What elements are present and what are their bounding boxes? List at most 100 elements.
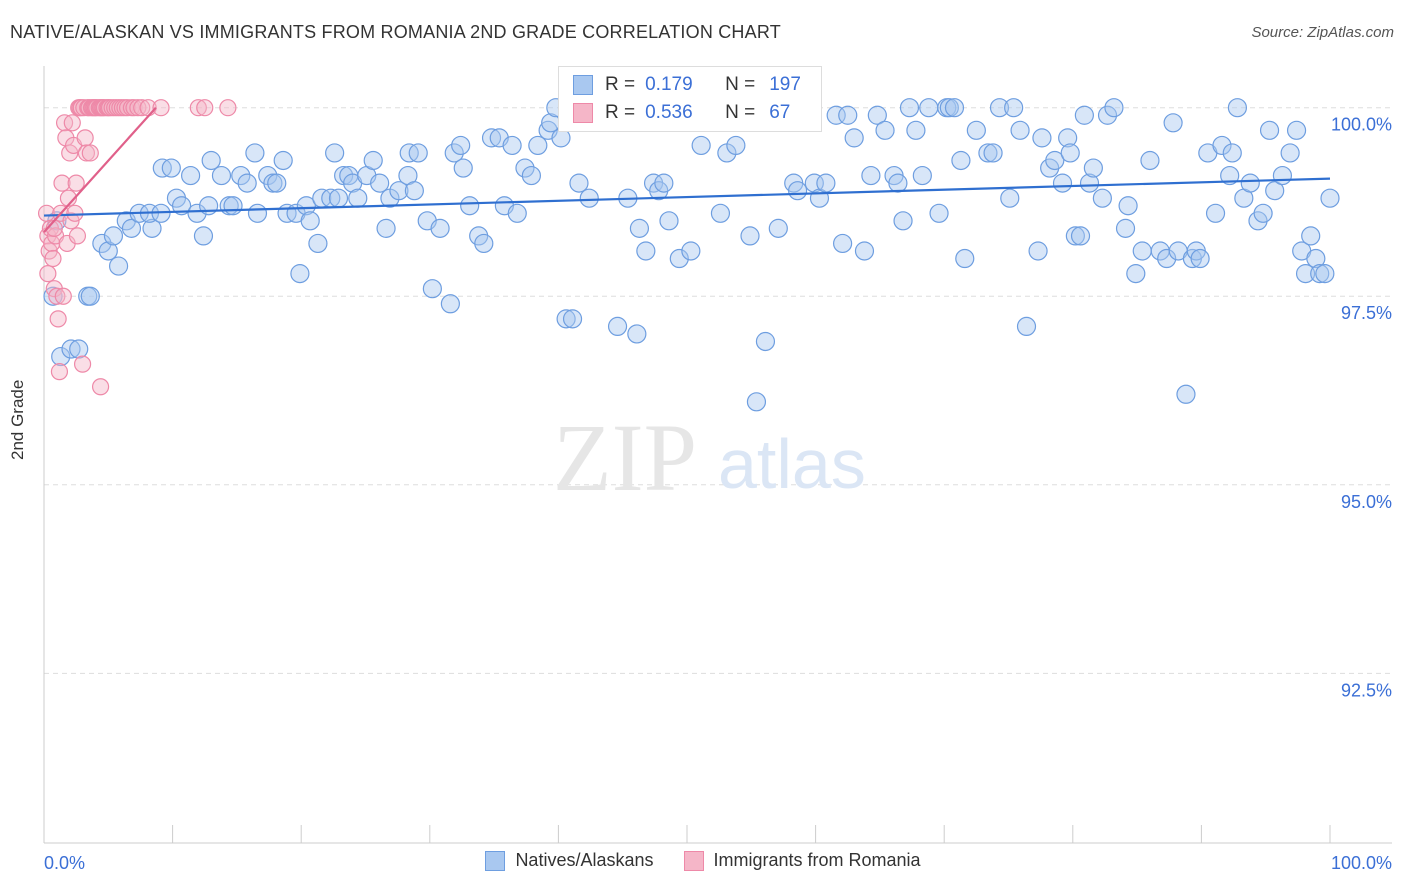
stats-n-value: 67: [769, 102, 791, 123]
data-point-natives: [804, 173, 824, 193]
data-point-natives: [408, 143, 428, 163]
data-point-natives: [726, 135, 746, 156]
data-point-natives: [193, 226, 214, 246]
stats-r-label: R =: [605, 102, 636, 123]
data-point-natives: [989, 98, 1010, 118]
data-point-natives: [515, 158, 535, 178]
data-point-natives: [1265, 181, 1285, 201]
data-point-romania: [44, 249, 62, 268]
data-point-romania: [73, 355, 92, 373]
stats-box: R = 0.179 N = 197 R = 0.536 N = 67: [558, 66, 822, 132]
data-point-natives: [1132, 241, 1152, 261]
data-point-natives: [1060, 143, 1080, 163]
data-point-natives: [422, 279, 442, 299]
data-point-natives: [300, 211, 320, 231]
data-point-romania: [49, 310, 67, 328]
data-point-natives: [939, 98, 959, 118]
data-point-natives: [108, 256, 129, 276]
data-point-natives: [237, 173, 257, 193]
data-point-natives: [245, 143, 265, 163]
data-point-natives: [966, 120, 986, 140]
data-point-natives: [983, 143, 1003, 163]
data-point-natives: [1212, 135, 1232, 156]
data-point-natives: [955, 248, 975, 269]
stats-n-label: N =: [725, 102, 756, 123]
data-point-natives: [1205, 203, 1226, 223]
data-point-natives: [187, 203, 207, 223]
data-point-natives: [681, 241, 701, 261]
data-point-natives: [1259, 120, 1280, 140]
data-point-natives: [1079, 173, 1100, 193]
data-point-natives: [69, 339, 89, 359]
tick-labels: 100.0% 97.5% 95.0% 92.5% 0.0% 100.0%: [44, 115, 1392, 873]
legend-label-natives: Natives/Alaskans: [515, 850, 654, 870]
data-point-natives: [899, 98, 920, 118]
data-point-natives: [978, 143, 998, 163]
data-point-romania: [219, 99, 237, 117]
data-point-romania: [81, 144, 99, 162]
data-point-natives: [451, 135, 471, 156]
data-point-natives: [833, 233, 853, 254]
watermark: ZIP atlas: [553, 404, 866, 511]
data-point-natives: [893, 211, 913, 231]
data-point-romania: [63, 114, 81, 132]
data-point-natives: [1310, 264, 1330, 284]
data-point-natives: [1253, 203, 1273, 223]
data-point-natives: [267, 173, 287, 193]
data-point-natives: [787, 181, 808, 201]
data-point-natives: [562, 309, 583, 329]
data-point-natives: [1220, 165, 1240, 186]
y-tick-label: 100.0%: [1331, 115, 1392, 135]
data-point-natives: [1320, 188, 1340, 208]
data-point-natives: [142, 218, 162, 238]
data-point-natives: [1065, 226, 1085, 246]
data-point-natives: [1097, 105, 1118, 125]
data-point-natives: [1157, 248, 1177, 269]
data-point-romania: [66, 204, 84, 222]
data-point-natives: [308, 233, 328, 254]
data-point-natives: [92, 233, 112, 254]
data-point-natives: [1070, 226, 1091, 246]
trend-line-romania: [43, 106, 157, 233]
y-tick-label: 92.5%: [1341, 680, 1392, 700]
data-point-romania: [68, 227, 87, 245]
data-point-natives: [98, 241, 118, 261]
legend-swatch-blue: [485, 850, 506, 871]
data-point-natives: [607, 316, 628, 337]
data-point-natives: [740, 226, 760, 246]
data-point-natives: [669, 248, 689, 269]
data-point-natives: [460, 196, 480, 216]
data-point-natives: [273, 150, 293, 171]
data-point-natives: [838, 105, 858, 125]
data-point-natives: [710, 203, 731, 223]
legend-label-romania: Immigrants from Romania: [713, 850, 921, 870]
data-point-natives: [51, 346, 71, 367]
data-point-natives: [1004, 98, 1024, 118]
data-point-natives: [1045, 150, 1065, 171]
data-point-natives: [1227, 98, 1248, 118]
series-natives-alaskans: [43, 98, 1340, 412]
data-point-natives: [444, 143, 464, 163]
data-point-natives: [172, 196, 192, 216]
data-point-natives: [944, 98, 965, 118]
data-point-natives: [579, 188, 599, 208]
data-point-natives: [844, 128, 864, 148]
data-point-romania: [152, 99, 170, 117]
data-point-natives: [654, 173, 674, 193]
legend-item-natives[interactable]: Natives/Alaskans: [485, 850, 654, 871]
data-point-natives: [1126, 264, 1146, 284]
legend-item-romania[interactable]: Immigrants from Romania: [683, 850, 921, 871]
data-point-romania: [39, 265, 57, 283]
y-tick-label: 97.5%: [1341, 303, 1392, 323]
data-point-natives: [1301, 226, 1321, 246]
data-point-natives: [247, 203, 268, 223]
chart-title: NATIVE/ALASKAN VS IMMIGRANTS FROM ROMANI…: [10, 22, 781, 42]
stats-swatch-blue: [573, 75, 593, 95]
data-point-natives: [746, 392, 767, 412]
data-point-natives: [569, 173, 589, 193]
data-point-natives: [854, 241, 875, 261]
data-point-natives: [1163, 113, 1183, 133]
data-point-natives: [1190, 248, 1210, 269]
data-point-natives: [1016, 316, 1037, 337]
stats-r-label: R =: [605, 74, 636, 95]
